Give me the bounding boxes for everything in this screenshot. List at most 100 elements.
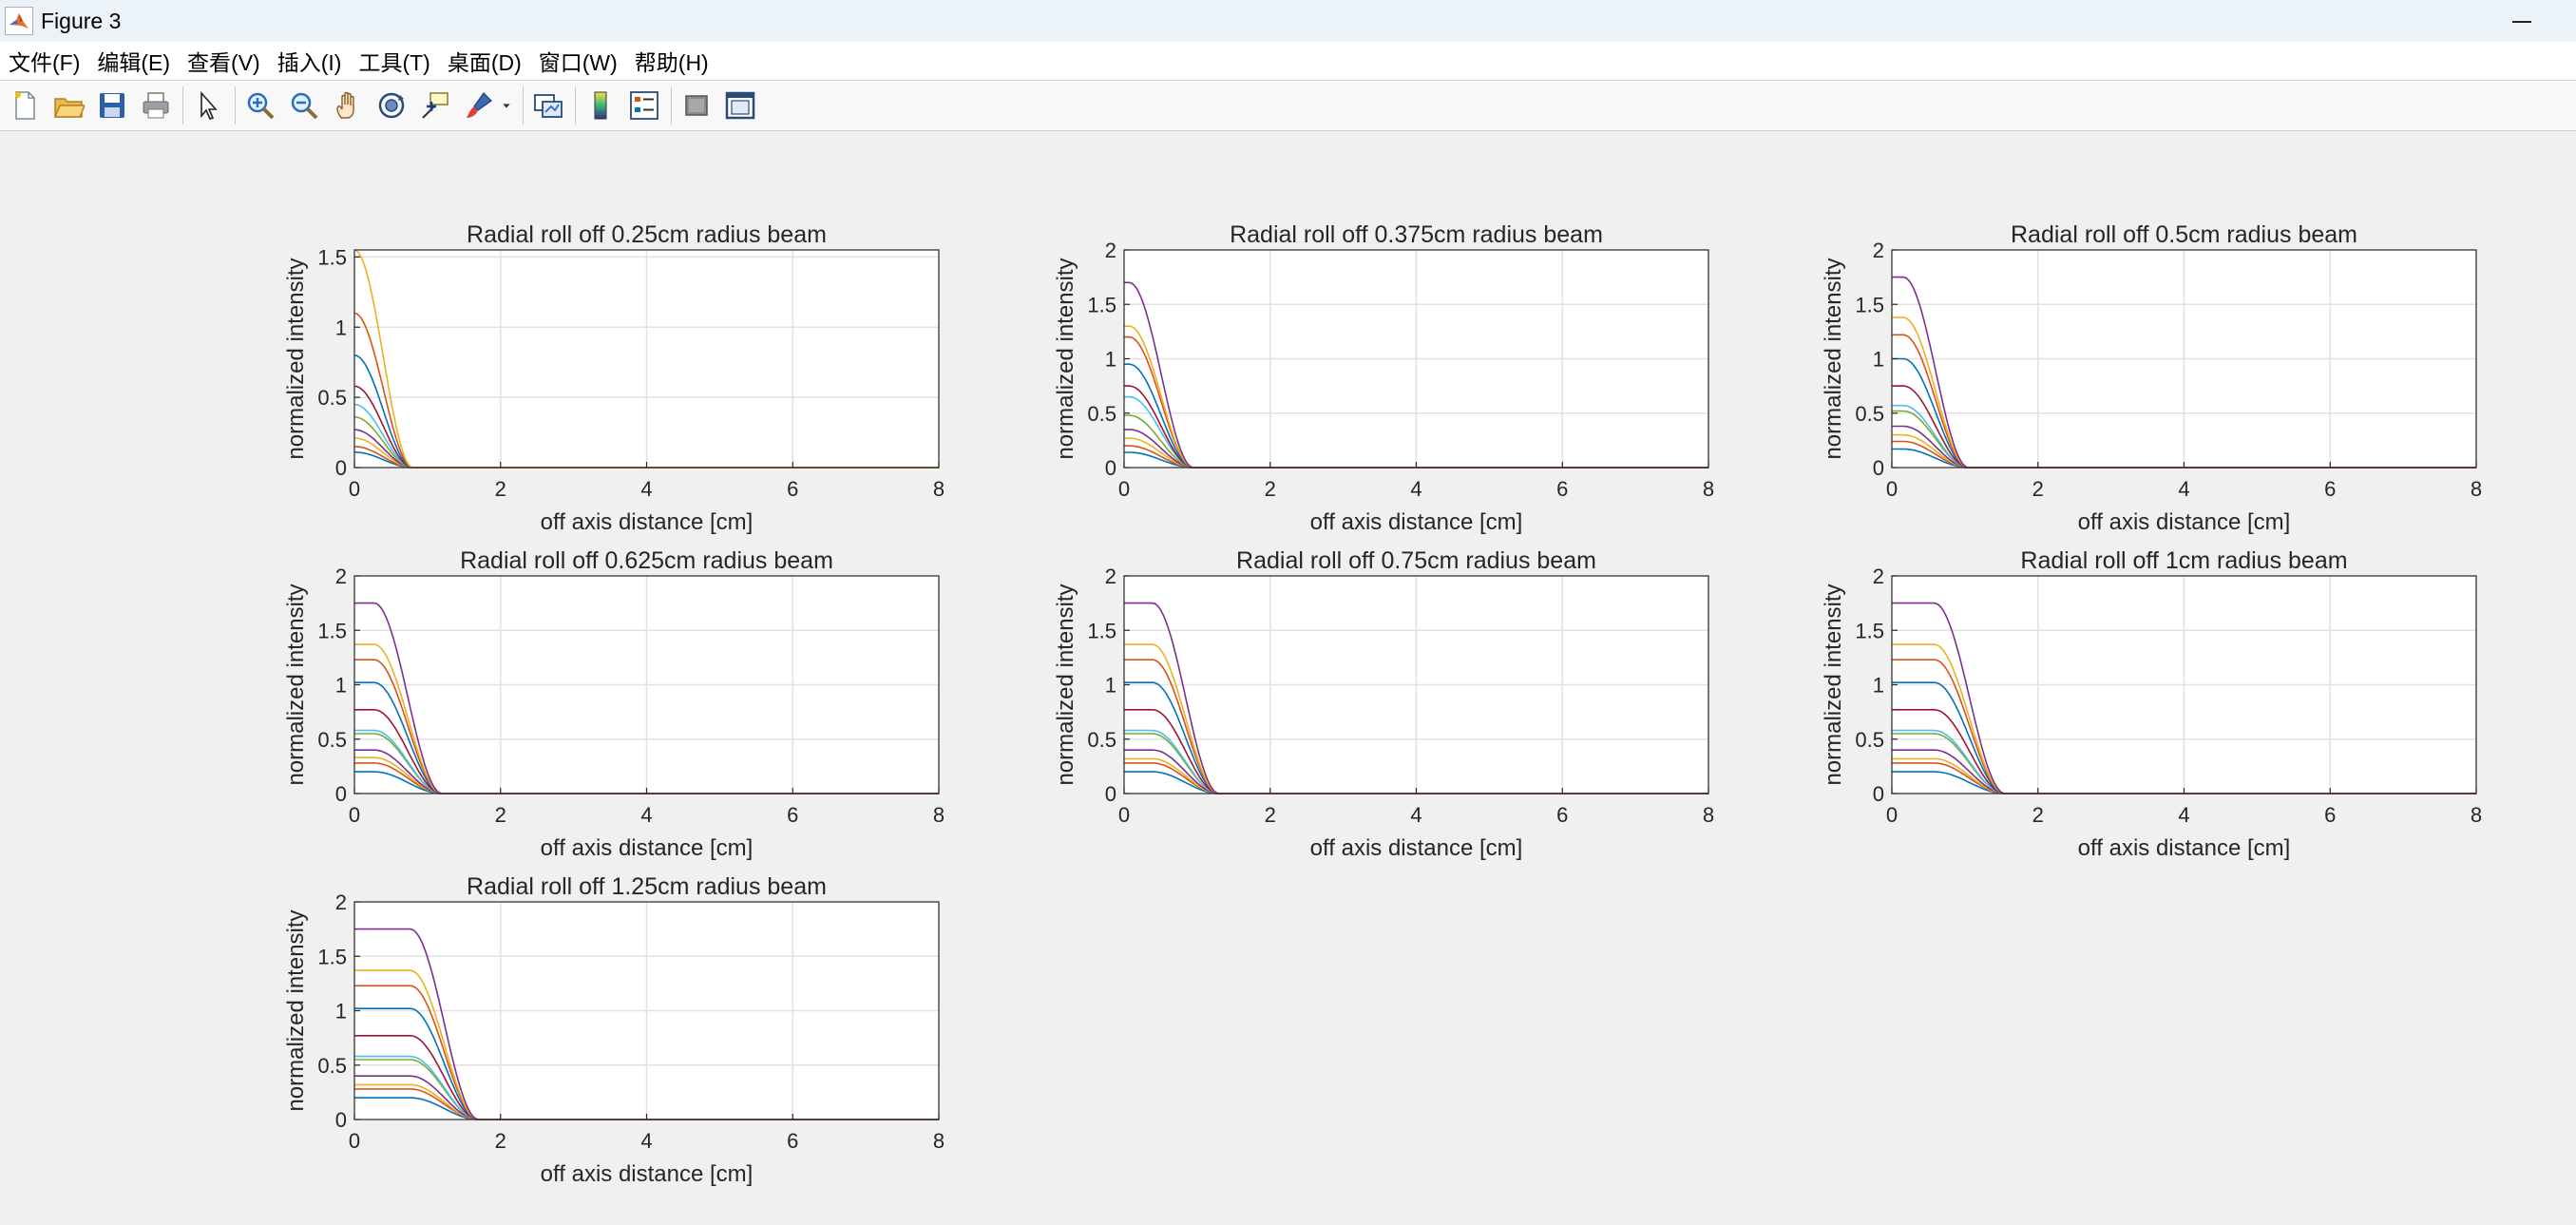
title-bar: Figure 3 <box>0 0 2576 42</box>
data-cursor-icon <box>422 92 448 119</box>
show-plot-tools-icon <box>725 91 755 120</box>
y-tick-label: 0.5 <box>1087 402 1116 426</box>
zoom-in-button[interactable] <box>241 86 279 124</box>
menu-item-5[interactable]: 桌面(D) <box>447 50 522 75</box>
open-file-button[interactable] <box>49 86 87 124</box>
chart-title: Radial roll off 0.625cm radius beam <box>460 547 833 574</box>
show-plot-tools-button[interactable] <box>721 86 759 124</box>
x-tick-label: 2 <box>2032 477 2044 501</box>
x-axis-label: off axis distance [cm] <box>1310 509 1523 535</box>
y-tick-label: 1.5 <box>1087 619 1116 642</box>
y-tick-label: 1 <box>335 316 347 339</box>
y-tick-label: 2 <box>1873 565 1884 588</box>
y-tick-label: 0 <box>1873 456 1884 480</box>
brush-button[interactable] <box>460 86 498 124</box>
y-tick-label: 0.5 <box>317 386 347 410</box>
y-tick-label: 1 <box>1873 674 1884 698</box>
menu-item-3[interactable]: 插入(I) <box>277 50 342 75</box>
new-figure-button[interactable] <box>6 86 44 124</box>
minimize-button[interactable] <box>2506 6 2538 38</box>
menu-item-2[interactable]: 查看(V) <box>187 50 260 75</box>
axes-4: 0 2 4 6 8 0 0.5 1 1.5 2 Radial roll off 0.75cm rad… <box>1053 547 1714 861</box>
x-tick-label: 4 <box>640 477 652 501</box>
y-tick-label: 1.5 <box>317 619 347 642</box>
x-tick-label: 0 <box>349 1129 360 1153</box>
print-button[interactable] <box>137 86 175 124</box>
x-tick-label: 0 <box>1886 803 1898 827</box>
zoom-out-button[interactable] <box>285 86 323 124</box>
x-tick-label: 0 <box>1886 477 1898 501</box>
zoom-out-icon <box>291 92 318 120</box>
y-axis-label: normalized intensity <box>1053 584 1078 785</box>
y-tick-label: 0.5 <box>1855 402 1884 426</box>
rotate-3d-icon <box>378 92 405 119</box>
x-tick-label: 6 <box>2324 803 2336 827</box>
pan-hand-button[interactable] <box>329 86 367 124</box>
x-axis-label: off axis distance [cm] <box>2078 509 2291 535</box>
y-tick-label: 0 <box>1105 782 1116 806</box>
legend-button[interactable] <box>625 86 663 124</box>
menu-item-0[interactable]: 文件(F) <box>9 50 81 75</box>
open-file-icon <box>53 98 85 118</box>
x-axis-label: off axis distance [cm] <box>541 1161 754 1187</box>
axes-1: 0 2 4 6 8 0 0.5 1 1.5 2 Radial roll off 0.375cm ra… <box>1053 221 1714 535</box>
y-tick-label: 2 <box>1105 239 1116 262</box>
brush-icon <box>467 92 492 118</box>
figure-toolbar <box>0 80 2576 131</box>
y-tick-label: 0 <box>1105 456 1116 480</box>
chart-title: Radial roll off 0.75cm radius beam <box>1236 547 1596 574</box>
hide-plot-tools-button[interactable] <box>677 86 716 124</box>
dropdown-arrow-button[interactable] <box>498 86 515 124</box>
y-tick-label: 1.5 <box>1855 619 1884 642</box>
x-axis-label: off axis distance [cm] <box>541 835 754 861</box>
x-tick-label: 4 <box>1410 803 1422 827</box>
y-tick-label: 1 <box>1873 348 1884 372</box>
zoom-in-icon <box>247 92 275 120</box>
y-tick-label: 1 <box>1105 348 1116 372</box>
link-plot-button[interactable] <box>529 86 567 124</box>
y-axis-label: normalized intensity <box>283 258 309 459</box>
x-tick-label: 6 <box>787 803 798 827</box>
x-tick-label: 6 <box>2324 477 2336 501</box>
link-plot-icon <box>534 94 563 118</box>
menu-item-4[interactable]: 工具(T) <box>358 50 430 75</box>
y-tick-label: 0.5 <box>1087 728 1116 752</box>
axes-6: 0 2 4 6 8 0 0.5 1 1.5 2 Radial roll off 1.25cm rad… <box>283 873 945 1187</box>
toolbar-separator <box>235 86 236 124</box>
axes-3: 0 2 4 6 8 0 0.5 1 1.5 2 Radial roll off 0.625cm ra… <box>283 547 945 861</box>
y-axis-label: normalized intensity <box>283 909 309 1111</box>
x-tick-label: 4 <box>1410 477 1422 501</box>
rotate-3d-button[interactable] <box>372 86 410 124</box>
x-tick-label: 2 <box>495 477 506 501</box>
y-tick-label: 0.5 <box>1855 728 1884 752</box>
colorbar-icon <box>594 91 607 120</box>
menu-item-1[interactable]: 编辑(E) <box>97 50 171 75</box>
data-cursor-button[interactable] <box>416 86 454 124</box>
menu-item-6[interactable]: 窗口(W) <box>538 50 618 75</box>
x-tick-label: 8 <box>1703 803 1714 827</box>
figure-plots: 0 2 4 6 8 0 0.5 1 1.5 Radial roll off 0.25cm radi… <box>283 221 2482 1187</box>
toolbar-separator <box>523 86 524 124</box>
menu-bar: 文件(F) 编辑(E) 查看(V) 插入(I) 工具(T) 桌面(D) 窗口(W) 帮助(H) <box>0 42 2576 80</box>
pointer-button[interactable] <box>189 86 227 124</box>
y-tick-label: 0.5 <box>317 1054 347 1078</box>
chart-title: Radial roll off 0.5cm radius beam <box>2011 221 2357 248</box>
menu-item-7[interactable]: 帮助(H) <box>634 50 709 75</box>
x-tick-label: 6 <box>787 477 798 501</box>
y-tick-label: 1 <box>335 674 347 698</box>
x-tick-label: 0 <box>1118 477 1130 501</box>
x-tick-label: 4 <box>640 803 652 827</box>
y-tick-label: 2 <box>335 890 347 914</box>
y-tick-label: 1.5 <box>1087 293 1116 316</box>
x-tick-label: 0 <box>349 803 360 827</box>
x-tick-label: 8 <box>933 1129 945 1153</box>
colorbar-button[interactable] <box>582 86 620 124</box>
x-axis-label: off axis distance [cm] <box>541 509 754 535</box>
x-tick-label: 0 <box>349 477 360 501</box>
x-tick-label: 8 <box>2471 477 2482 501</box>
x-axis-label: off axis distance [cm] <box>1310 835 1523 861</box>
save-icon <box>100 93 124 118</box>
y-tick-label: 0.5 <box>317 728 347 752</box>
save-button[interactable] <box>93 86 131 124</box>
x-tick-label: 2 <box>495 803 506 827</box>
